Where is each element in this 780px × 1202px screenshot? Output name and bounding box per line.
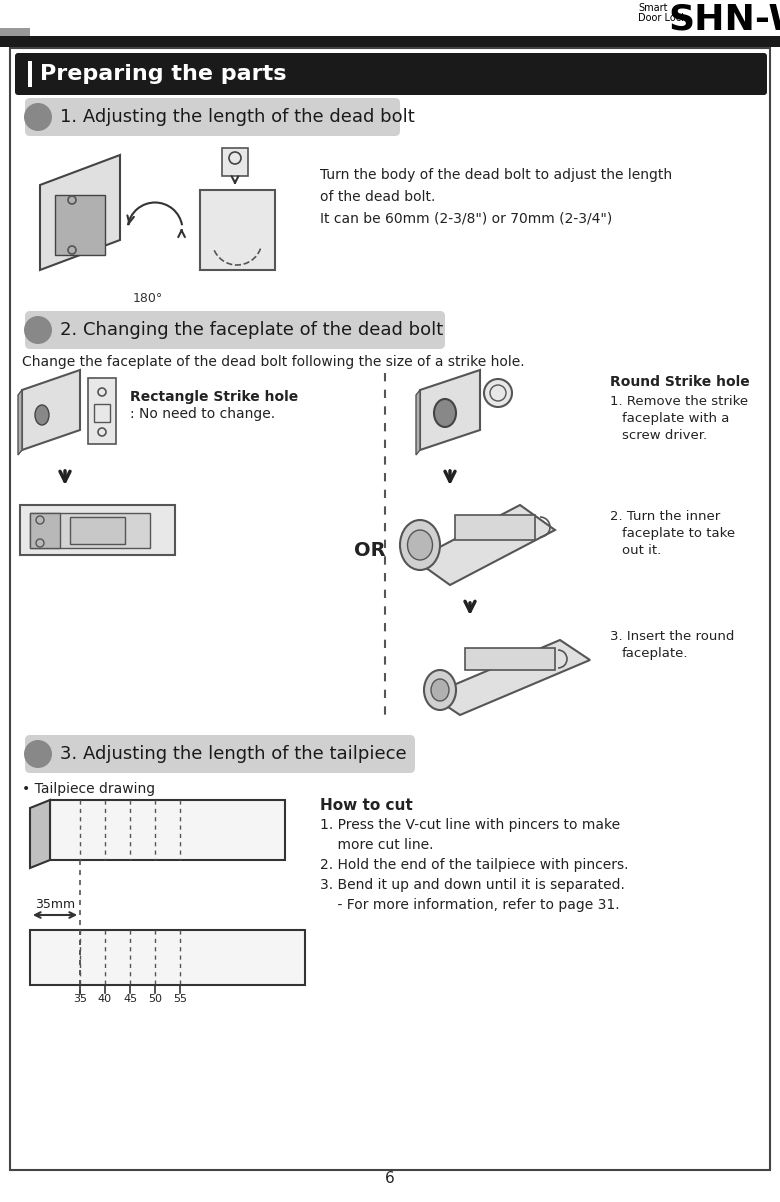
Text: Change the faceplate of the dead bolt following the size of a strike hole.: Change the faceplate of the dead bolt fo… (22, 355, 525, 369)
Text: 180°: 180° (133, 292, 163, 305)
Polygon shape (50, 801, 285, 859)
Circle shape (24, 316, 52, 344)
Text: Smart: Smart (638, 2, 668, 13)
Bar (30, 930, 305, 984)
Bar (30, 513, 150, 548)
Polygon shape (20, 505, 175, 555)
Bar (88, 377, 116, 444)
Text: faceplate.: faceplate. (622, 647, 689, 660)
Text: 35mm: 35mm (35, 898, 75, 911)
Text: 40: 40 (98, 994, 112, 1004)
Text: It can be 60mm (2-3/8") or 70mm (2-3/4"): It can be 60mm (2-3/8") or 70mm (2-3/4") (320, 212, 612, 226)
Text: Turn the body of the dead bolt to adjust the length: Turn the body of the dead bolt to adjust… (320, 168, 672, 182)
Text: OR: OR (354, 541, 386, 559)
Text: 6: 6 (385, 1171, 395, 1186)
Text: Door Lock: Door Lock (638, 13, 686, 23)
Text: 2. Hold the end of the tailpiece with pincers.: 2. Hold the end of the tailpiece with pi… (320, 858, 629, 871)
Bar (465, 648, 555, 670)
FancyBboxPatch shape (15, 53, 767, 95)
FancyBboxPatch shape (25, 311, 445, 349)
Bar (0, 28, 30, 37)
Text: SHN-WDS700: SHN-WDS700 (668, 2, 780, 36)
Text: 45: 45 (123, 994, 137, 1004)
Text: How to cut: How to cut (320, 798, 413, 813)
Ellipse shape (407, 530, 432, 560)
Polygon shape (416, 389, 420, 456)
Text: faceplate with a: faceplate with a (622, 412, 729, 426)
Text: faceplate to take: faceplate to take (622, 526, 735, 540)
Text: Rectangle Strike hole: Rectangle Strike hole (130, 389, 298, 404)
Text: 1. Press the V-cut line with pincers to make: 1. Press the V-cut line with pincers to … (320, 819, 620, 832)
Text: 2. Changing the faceplate of the dead bolt: 2. Changing the faceplate of the dead bo… (60, 321, 443, 339)
Text: more cut line.: more cut line. (320, 838, 434, 852)
FancyBboxPatch shape (25, 734, 415, 773)
Bar (94, 404, 110, 422)
Text: 35: 35 (73, 994, 87, 1004)
Bar (28, 61, 32, 87)
Text: - For more information, refer to page 31.: - For more information, refer to page 31… (320, 898, 619, 912)
Text: 3. Insert the round: 3. Insert the round (610, 630, 735, 643)
Text: 50: 50 (148, 994, 162, 1004)
Circle shape (484, 379, 512, 407)
Text: 3. Bend it up and down until it is separated.: 3. Bend it up and down until it is separ… (320, 877, 625, 892)
Text: 2. Turn the inner: 2. Turn the inner (610, 510, 720, 523)
Ellipse shape (35, 405, 49, 426)
Text: • Tailpiece drawing: • Tailpiece drawing (22, 783, 155, 796)
Bar (222, 148, 248, 175)
Bar (30, 513, 60, 548)
Bar (455, 514, 535, 540)
Text: of the dead bolt.: of the dead bolt. (320, 190, 435, 204)
Circle shape (24, 103, 52, 131)
Circle shape (24, 740, 52, 768)
Polygon shape (420, 370, 480, 450)
Text: screw driver.: screw driver. (622, 429, 707, 442)
Bar (70, 517, 125, 545)
Text: 3. Adjusting the length of the tailpiece: 3. Adjusting the length of the tailpiece (60, 745, 406, 763)
Polygon shape (18, 389, 22, 456)
FancyBboxPatch shape (25, 99, 400, 136)
Polygon shape (30, 801, 50, 868)
Ellipse shape (400, 520, 440, 570)
Text: 1. Remove the strike: 1. Remove the strike (610, 395, 748, 407)
Polygon shape (40, 155, 120, 270)
Text: 1. Adjusting the length of the dead bolt: 1. Adjusting the length of the dead bolt (60, 108, 415, 126)
Ellipse shape (424, 670, 456, 710)
Bar (55, 195, 105, 255)
Ellipse shape (431, 679, 449, 701)
Text: Preparing the parts: Preparing the parts (40, 64, 286, 84)
Bar (200, 190, 275, 270)
Text: out it.: out it. (622, 545, 661, 557)
Polygon shape (22, 370, 80, 450)
Bar (0, 36, 780, 47)
Text: 55: 55 (173, 994, 187, 1004)
Ellipse shape (434, 399, 456, 427)
Text: Round Strike hole: Round Strike hole (610, 375, 750, 389)
Polygon shape (430, 639, 590, 715)
Polygon shape (415, 505, 555, 585)
Text: : No need to change.: : No need to change. (130, 407, 275, 421)
